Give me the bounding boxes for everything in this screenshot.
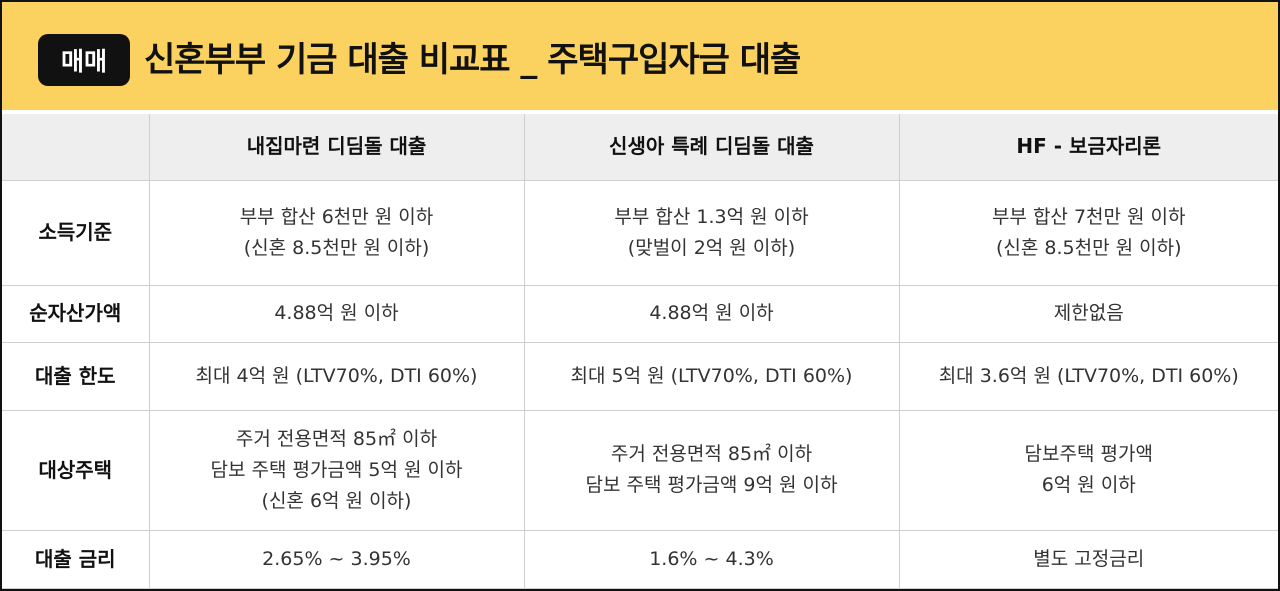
- table-row: 대출 금리 2.65% ~ 3.95% 1.6% ~ 4.3% 별도 고정금리: [2, 529, 1278, 589]
- cell-line: 주거 전용면적 85㎡ 이하: [235, 427, 438, 450]
- cell: 최대 4억 원 (LTV70%, DTI 60%): [148, 341, 525, 411]
- cell-line: 별도 고정금리: [1033, 547, 1145, 570]
- cell-line: (신혼 8.5천만 원 이하): [995, 236, 1182, 259]
- cell-line: 부부 합산 6천만 원 이하: [239, 205, 434, 228]
- row-label: 대출 한도: [2, 341, 150, 411]
- cell-line: 4.88억 원 이하: [274, 302, 399, 324]
- cell-line: 담보 주택 평가금액 5억 원 이하: [210, 458, 463, 481]
- row-label: 소득기준: [2, 179, 150, 286]
- header: 매매 신혼부부 기금 대출 비교표 _ 주택구입자금 대출: [2, 2, 1278, 110]
- cell-line: 주거 전용면적 85㎡ 이하: [610, 443, 813, 465]
- table-row: 순자산가액 4.88억 원 이하 4.88억 원 이하 제한없음: [2, 284, 1278, 343]
- corner-cell: [2, 114, 150, 181]
- row-label: 순자산가액: [2, 284, 150, 343]
- cell: 부부 합산 6천만 원 이하 (신혼 8.5천만 원 이하): [148, 179, 525, 286]
- header-row: 내집마련 디딤돌 대출 신생아 특례 디딤돌 대출 HF - 보금자리론: [2, 114, 1278, 181]
- column-header: HF - 보금자리론: [898, 114, 1278, 181]
- column-header: 내집마련 디딤돌 대출: [148, 114, 525, 181]
- cell: 부부 합산 1.3억 원 이하 (맞벌이 2억 원 이하): [523, 179, 900, 286]
- cell: 부부 합산 7천만 원 이하 (신혼 8.5천만 원 이하): [898, 179, 1278, 286]
- cell: 제한없음: [898, 284, 1278, 343]
- cell: 1.6% ~ 4.3%: [523, 529, 900, 589]
- cell: 2.65% ~ 3.95%: [148, 529, 525, 589]
- cell: 최대 3.6억 원 (LTV70%, DTI 60%): [898, 341, 1278, 411]
- cell-line: (신혼 8.5천만 원 이하): [243, 236, 430, 259]
- cell-line: 담보주택 평가액: [1024, 443, 1153, 465]
- cell-line: 6억 원 이하: [1041, 474, 1136, 496]
- cell: 최대 5억 원 (LTV70%, DTI 60%): [523, 341, 900, 411]
- cell-line: 4.88억 원 이하: [649, 302, 774, 324]
- cell-line: 최대 3.6억 원 (LTV70%, DTI 60%): [938, 364, 1239, 387]
- cell-line: (신혼 6억 원 이하): [261, 489, 412, 512]
- cell: 4.88억 원 이하: [523, 284, 900, 343]
- badge: 매매: [38, 34, 130, 86]
- row-label: 대출 금리: [2, 529, 150, 589]
- table-row: 대출 한도 최대 4억 원 (LTV70%, DTI 60%) 최대 5억 원 (L…: [2, 341, 1278, 411]
- comparison-table: 내집마련 디딤돌 대출 신생아 특례 디딤돌 대출 HF - 보금자리론 소득기준 부…: [2, 114, 1278, 589]
- cell-line: 제한없음: [1053, 302, 1124, 324]
- cell-line: 부부 합산 7천만 원 이하: [991, 205, 1186, 228]
- cell-line: 1.6% ~ 4.3%: [649, 547, 774, 570]
- cell-line: 2.65% ~ 3.95%: [262, 547, 411, 570]
- cell-line: 최대 5억 원 (LTV70%, DTI 60%): [570, 364, 853, 387]
- title: 신혼부부 기금 대출 비교표 _ 주택구입자금 대출: [144, 40, 801, 80]
- cell-line: 최대 4억 원 (LTV70%, DTI 60%): [195, 364, 478, 387]
- cell: 별도 고정금리: [898, 529, 1278, 589]
- cell: 담보주택 평가액 6억 원 이하: [898, 409, 1278, 531]
- table-row: 소득기준 부부 합산 6천만 원 이하 (신혼 8.5천만 원 이하) 부부 합산 1…: [2, 179, 1278, 286]
- column-header: 신생아 특례 디딤돌 대출: [523, 114, 900, 181]
- cell-line: 담보 주택 평가금액 9억 원 이하: [585, 474, 838, 496]
- cell: 4.88억 원 이하: [148, 284, 525, 343]
- cell-line: 부부 합산 1.3억 원 이하: [614, 205, 809, 228]
- row-label: 대상주택: [2, 409, 150, 531]
- cell-line: (맞벌이 2억 원 이하): [627, 236, 796, 259]
